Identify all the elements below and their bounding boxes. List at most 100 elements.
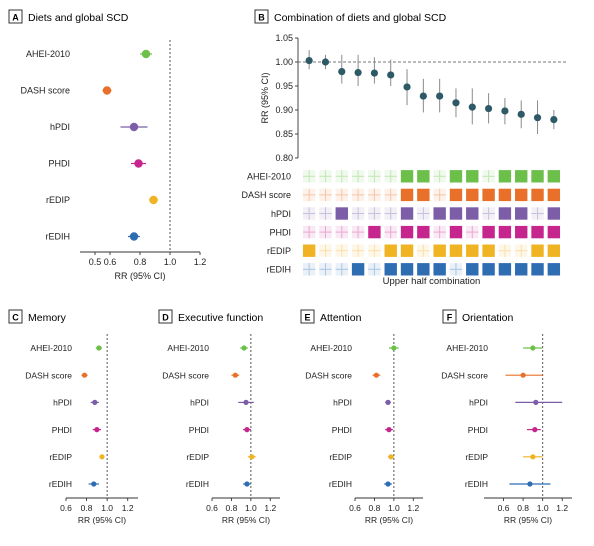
panel-a-header: A Diets and global SCD bbox=[8, 9, 129, 24]
grid-row-label: AHEI-2010 bbox=[247, 172, 291, 182]
row-label: AHEI-2010 bbox=[30, 343, 72, 353]
row-label: PHDI bbox=[332, 425, 352, 435]
grid-cell-filled bbox=[498, 263, 512, 276]
x-tick-label: 1.0 bbox=[245, 503, 257, 513]
row-label: PHDI bbox=[52, 425, 72, 435]
row-label: hPDI bbox=[50, 122, 70, 132]
grid-cell-filled bbox=[400, 207, 414, 220]
panel-d-letter: D bbox=[162, 313, 169, 323]
point-estimate bbox=[134, 159, 143, 168]
grid-cell-filled bbox=[400, 263, 414, 276]
grid-cell-filled bbox=[449, 225, 463, 239]
grid-cell-filled bbox=[482, 263, 495, 276]
grid-cell-filled bbox=[449, 188, 463, 202]
row-label: hPDI bbox=[190, 398, 209, 408]
x-tick-label: 0.6 bbox=[498, 503, 510, 513]
row-label: DASH score bbox=[25, 370, 72, 380]
x-axis-label: RR (95% CI) bbox=[114, 271, 165, 281]
grid-cell-filled bbox=[449, 244, 463, 257]
x-tick-label: 1.0 bbox=[101, 503, 113, 513]
panel-b-plot: 0.80 0.85 0.90 0.95 1.00 1.05 RR (95% CI) AHEI-… bbox=[241, 33, 567, 287]
point-estimate bbox=[532, 427, 538, 433]
point-estimate bbox=[249, 454, 255, 460]
grid-cell-filled bbox=[515, 188, 528, 202]
row-label: DASH score bbox=[441, 370, 488, 380]
forest-plot-e: 0.6 0.8 1.0 1.2 RR (95% CI) AHEI-2010 DASH sco… bbox=[305, 334, 423, 525]
panel-a-title: Diets and global SCD bbox=[28, 12, 129, 24]
point-estimate bbox=[530, 345, 536, 351]
grid-cell-filled bbox=[531, 188, 544, 202]
panel-c-title: Memory bbox=[28, 312, 67, 324]
forest-plot-a: 0.5 0.6 0.8 1.0 1.2 RR (95% CI) AHEI-2010 DASH … bbox=[20, 40, 206, 281]
point-estimate bbox=[92, 399, 98, 405]
grid-cell-filled bbox=[515, 263, 528, 276]
panel-f-title: Orientation bbox=[462, 312, 514, 324]
grid-cell-filled bbox=[547, 170, 561, 183]
grid-cell-filled bbox=[400, 244, 414, 257]
point-estimate bbox=[520, 372, 526, 378]
point-estimate bbox=[102, 86, 112, 95]
point-estimate bbox=[149, 195, 158, 205]
panel-f-header: F Orientation bbox=[442, 309, 514, 324]
grid-cell-filled bbox=[531, 225, 544, 239]
panel-b-letter: B bbox=[258, 13, 265, 23]
grid-cell-filled bbox=[466, 207, 479, 220]
point-estimate bbox=[373, 372, 379, 378]
grid-cell-filled bbox=[482, 225, 495, 239]
row-label: rEDIH bbox=[465, 479, 488, 489]
x-tick-label: 1.2 bbox=[264, 503, 276, 513]
panel-c-header: C Memory bbox=[8, 309, 67, 324]
grid-cell-filled bbox=[547, 225, 561, 239]
point-estimate bbox=[484, 104, 493, 113]
row-label: rEDIH bbox=[329, 479, 352, 489]
forest-plot-d: 0.6 0.8 1.0 1.2 RR (95% CI) AHEI-2010 DASH sco… bbox=[162, 334, 280, 525]
forest-plot-c: 0.6 0.8 1.0 1.2 RR (95% CI) AHEI-2010 DASH sco… bbox=[25, 334, 138, 525]
point-estimate bbox=[244, 481, 250, 487]
y-tick-label: 1.05 bbox=[275, 33, 293, 43]
point-estimate bbox=[354, 68, 362, 77]
grid-cell-filled bbox=[302, 244, 316, 257]
x-tick-label: 1.2 bbox=[194, 257, 207, 267]
panel-b-header: B Combination of diets and global SCD bbox=[254, 9, 447, 24]
row-label: AHEI-2010 bbox=[446, 343, 488, 353]
y-tick-label: 0.90 bbox=[275, 105, 293, 115]
point-estimate bbox=[387, 71, 395, 79]
x-tick-label: 0.8 bbox=[517, 503, 529, 513]
panel-e-title: Attention bbox=[320, 312, 362, 324]
x-tick-label: 1.2 bbox=[122, 503, 134, 513]
row-label: DASH score bbox=[20, 86, 70, 96]
grid-cell-filled bbox=[417, 170, 430, 183]
x-tick-label: 0.6 bbox=[60, 503, 72, 513]
x-tick-label: 1.2 bbox=[556, 503, 568, 513]
y-tick-label: 0.80 bbox=[275, 153, 293, 163]
grid-cell-filled bbox=[466, 244, 479, 257]
x-tick-label: 1.0 bbox=[537, 503, 549, 513]
point-estimate bbox=[232, 372, 238, 378]
point-estimate bbox=[385, 481, 391, 487]
panel-f-letter: F bbox=[447, 313, 453, 323]
row-label: PHDI bbox=[189, 425, 209, 435]
x-axis-label: RR (95% CI) bbox=[78, 515, 126, 525]
grid-row-label: rEDIH bbox=[267, 265, 292, 275]
x-tick-label: 1.2 bbox=[407, 503, 419, 513]
grid-cell-filled bbox=[498, 207, 512, 220]
point-estimate bbox=[243, 399, 249, 405]
row-label: hPDI bbox=[333, 398, 352, 408]
x-axis-label: RR (95% CI) bbox=[222, 515, 270, 525]
row-label: rEDIP bbox=[465, 452, 488, 462]
row-label: AHEI-2010 bbox=[26, 49, 70, 59]
point-estimate bbox=[530, 454, 536, 460]
point-estimate bbox=[338, 68, 346, 76]
grid-cell-filled bbox=[400, 188, 414, 202]
point-estimate bbox=[129, 232, 139, 241]
grid-cell-filled bbox=[335, 207, 348, 220]
grid-cell-filled bbox=[449, 170, 463, 183]
row-label: hPDI bbox=[469, 398, 488, 408]
grid-cell-filled bbox=[482, 188, 495, 202]
grid-caption: Upper half combination bbox=[383, 276, 481, 287]
point-estimate bbox=[419, 92, 427, 100]
point-estimate bbox=[533, 399, 539, 405]
point-estimate bbox=[527, 481, 533, 487]
point-estimate bbox=[129, 122, 139, 132]
